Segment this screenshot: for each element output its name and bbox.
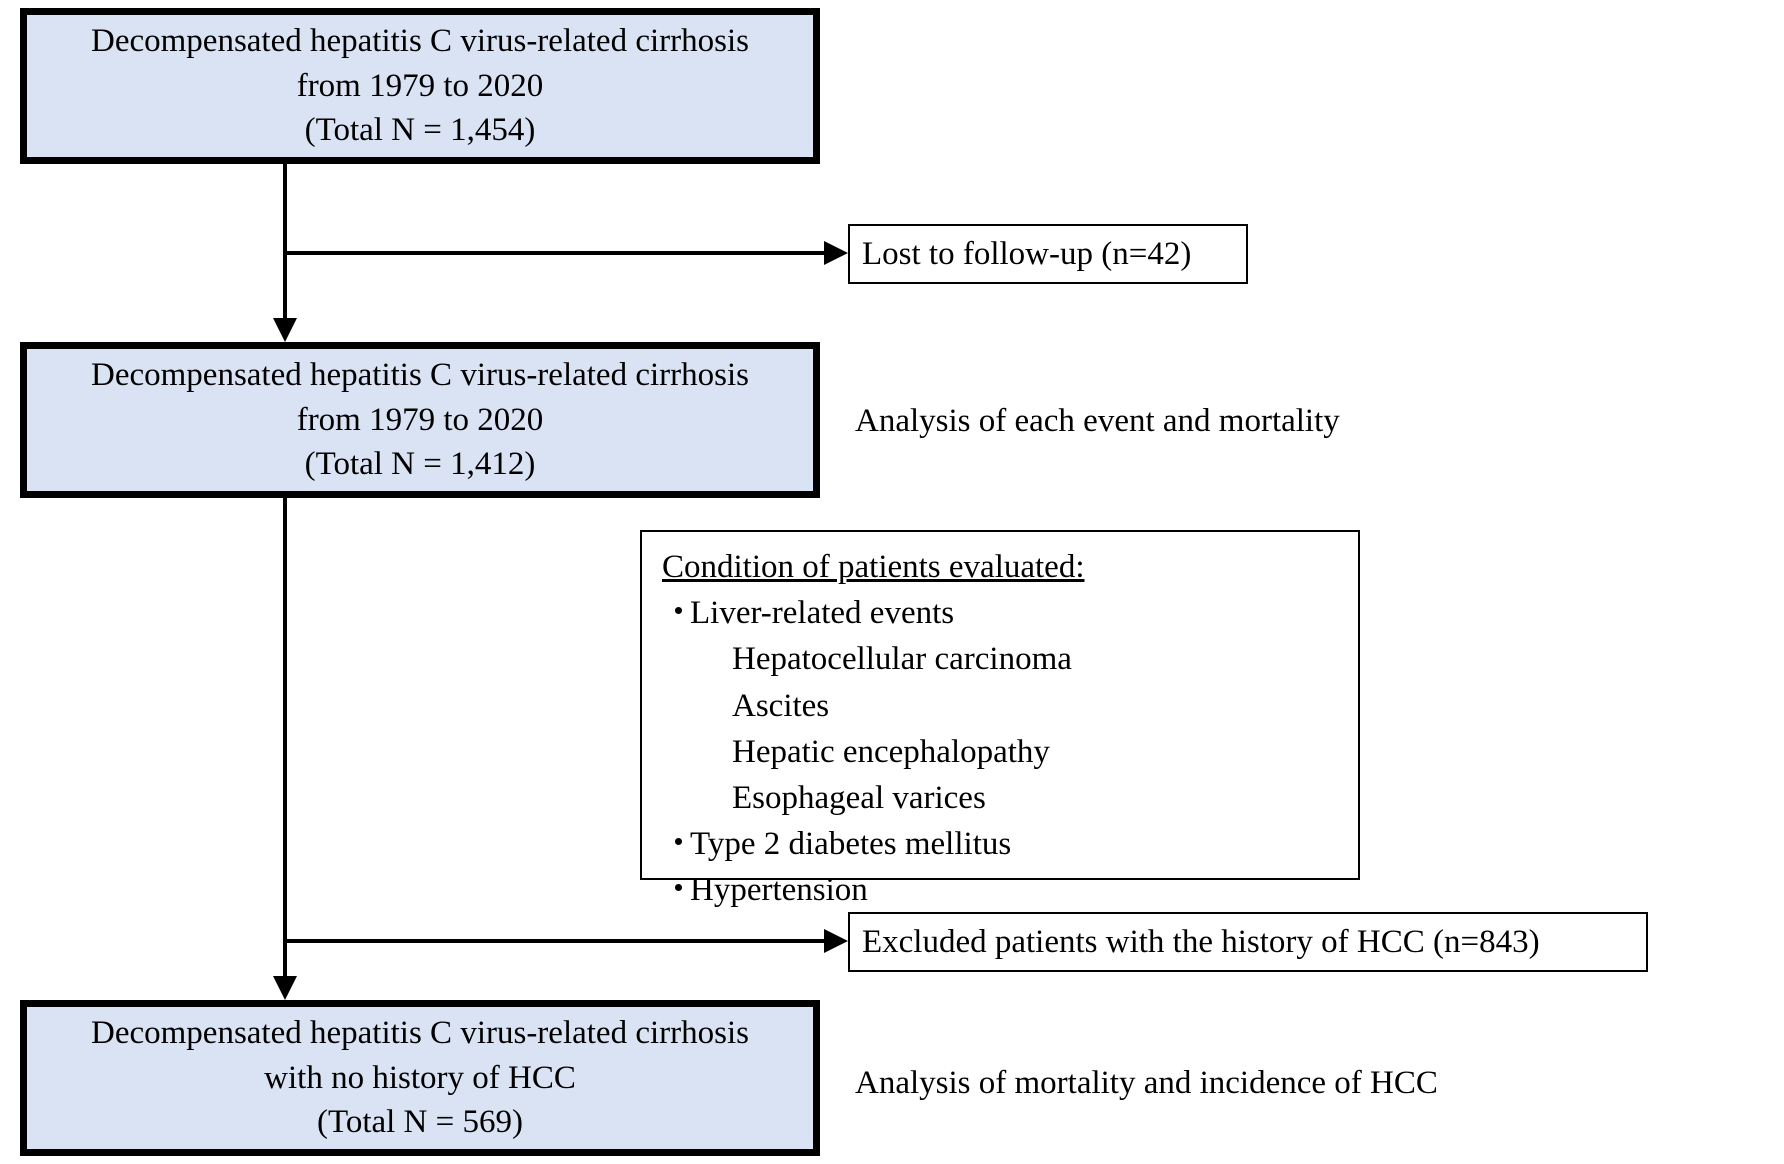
flowchart-canvas: Decompensated hepatitis C virus-related … bbox=[0, 0, 1784, 1164]
bullet-dot-icon: ・ bbox=[662, 821, 690, 867]
label-analysis-events: Analysis of each event and mortality bbox=[855, 400, 1340, 443]
main-box-1-line-1: Decompensated hepatitis C virus-related … bbox=[91, 19, 749, 64]
sub-hcc: Hepatocellular carcinoma bbox=[662, 636, 1338, 682]
main-box-3: Decompensated hepatitis C virus-related … bbox=[20, 1000, 820, 1156]
bullet-diabetes: ・ Type 2 diabetes mellitus bbox=[662, 821, 1338, 867]
bullet-liver-events-label: Liver-related events bbox=[690, 590, 954, 636]
main-box-1: Decompensated hepatitis C virus-related … bbox=[20, 8, 820, 164]
main-box-2: Decompensated hepatitis C virus-related … bbox=[20, 342, 820, 498]
label-analysis-events-text: Analysis of each event and mortality bbox=[855, 403, 1340, 439]
main-box-1-line-2: from 1979 to 2020 bbox=[297, 64, 544, 109]
side-box-lost-followup: Lost to follow-up (n=42) bbox=[848, 224, 1248, 284]
arrow-b2-to-b3 bbox=[273, 498, 297, 1000]
bullet-liver-events: ・ Liver-related events bbox=[662, 590, 1338, 636]
main-box-1-line-3: (Total N = 1,454) bbox=[305, 108, 536, 153]
main-box-3-line-3: (Total N = 569) bbox=[317, 1100, 523, 1145]
label-analysis-mortality-text: Analysis of mortality and incidence of H… bbox=[855, 1065, 1438, 1101]
sub-ascites: Ascites bbox=[662, 683, 1338, 729]
conditions-box: Condition of patients evaluated: ・ Liver… bbox=[640, 530, 1360, 880]
bullet-dot-icon: ・ bbox=[662, 867, 690, 913]
arrow-to-excluded-hcc bbox=[285, 929, 848, 953]
main-box-3-line-1: Decompensated hepatitis C virus-related … bbox=[91, 1011, 749, 1056]
bullet-hypertension-label: Hypertension bbox=[690, 867, 868, 913]
main-box-2-line-3: (Total N = 1,412) bbox=[305, 442, 536, 487]
arrow-b1-to-b2 bbox=[273, 164, 297, 342]
main-box-2-line-1: Decompensated hepatitis C virus-related … bbox=[91, 353, 749, 398]
main-box-2-line-2: from 1979 to 2020 bbox=[297, 398, 544, 443]
side-box-2-text: Excluded patients with the history of HC… bbox=[862, 920, 1540, 965]
main-box-3-line-2: with no history of HCC bbox=[264, 1056, 576, 1101]
arrow-to-lost-followup bbox=[285, 241, 848, 265]
side-box-excluded-hcc: Excluded patients with the history of HC… bbox=[848, 912, 1648, 972]
side-box-1-text: Lost to follow-up (n=42) bbox=[862, 232, 1191, 277]
conditions-heading: Condition of patients evaluated: bbox=[662, 544, 1338, 590]
sub-encephalopathy: Hepatic encephalopathy bbox=[662, 729, 1338, 775]
sub-varices: Esophageal varices bbox=[662, 775, 1338, 821]
label-analysis-mortality: Analysis of mortality and incidence of H… bbox=[855, 1062, 1438, 1105]
bullet-hypertension: ・ Hypertension bbox=[662, 867, 1338, 913]
bullet-diabetes-label: Type 2 diabetes mellitus bbox=[690, 821, 1011, 867]
bullet-dot-icon: ・ bbox=[662, 590, 690, 636]
